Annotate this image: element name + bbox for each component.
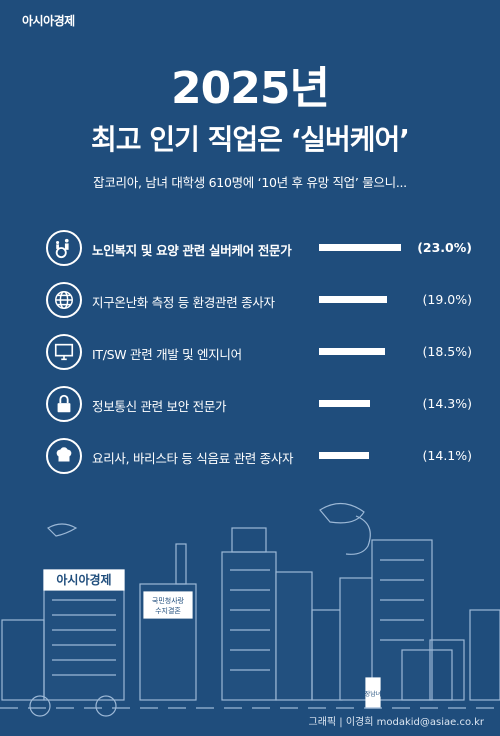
bar-value-label: (19.0%) bbox=[422, 292, 472, 307]
sign-pension-line2: 수지결혼 bbox=[155, 606, 181, 615]
bar bbox=[319, 400, 370, 407]
bar-value-label: (14.3%) bbox=[422, 396, 472, 411]
chef-hat-icon bbox=[46, 438, 82, 474]
chart-title: 2025년 bbox=[171, 63, 330, 114]
bar-row: 지구온난화 측정 등 환경관련 종사자 (19.0%) bbox=[46, 282, 476, 322]
bar-label: IT/SW 관련 개발 및 엔지니어 bbox=[92, 347, 242, 362]
bar-value-label: (23.0%) bbox=[417, 240, 472, 255]
sign-company: 아시아경제 bbox=[56, 572, 111, 587]
brand-logo: 아시아경제 bbox=[22, 14, 75, 28]
bar-label: 노인복지 및 요양 관련 실버케어 전문가 bbox=[92, 243, 292, 258]
globe-icon bbox=[46, 282, 82, 318]
bar-value-label: (18.5%) bbox=[422, 344, 472, 359]
bar bbox=[319, 452, 369, 459]
monitor-icon bbox=[46, 334, 82, 370]
bar-label: 정보통신 관련 보안 전문가 bbox=[92, 399, 227, 414]
bar-row: 정보통신 관련 보안 전문가 (14.3%) bbox=[46, 386, 476, 426]
bar bbox=[319, 244, 401, 251]
lock-icon bbox=[46, 386, 82, 422]
chart-subtitle: 최고 인기 직업은 ‘실버케어’ bbox=[91, 123, 410, 156]
bar-label: 요리사, 바리스타 등 식음료 관련 종사자 bbox=[92, 451, 294, 466]
bar-row: 요리사, 바리스타 등 식음료 관련 종사자 (14.1%) bbox=[46, 438, 476, 478]
bar bbox=[319, 296, 387, 303]
graphic-credit: 그래픽 | 이경희 modakid@asiae.co.kr bbox=[308, 717, 484, 728]
bar-row: IT/SW 관련 개발 및 엔지니어 (18.5%) bbox=[46, 334, 476, 374]
bar bbox=[319, 348, 385, 355]
bar-row: 노인복지 및 요양 관련 실버케어 전문가 (23.0%) bbox=[46, 230, 476, 270]
bar-value-label: (14.1%) bbox=[422, 448, 472, 463]
bar-label: 지구온난화 측정 등 환경관련 종사자 bbox=[92, 295, 275, 310]
city-skyline-illustration: 아시아경제 국민청사랑 수지결혼 장남녀 bbox=[0, 502, 500, 717]
chart-description: 잡코리아, 남녀 대학생 610명에 ‘10년 후 유망 직업’ 물으니... bbox=[93, 175, 407, 190]
sign-pension-line1: 국민청사랑 bbox=[152, 596, 185, 605]
sign-vertical: 장남녀 bbox=[365, 690, 382, 698]
wheelchair-caregiver-icon bbox=[46, 230, 82, 266]
